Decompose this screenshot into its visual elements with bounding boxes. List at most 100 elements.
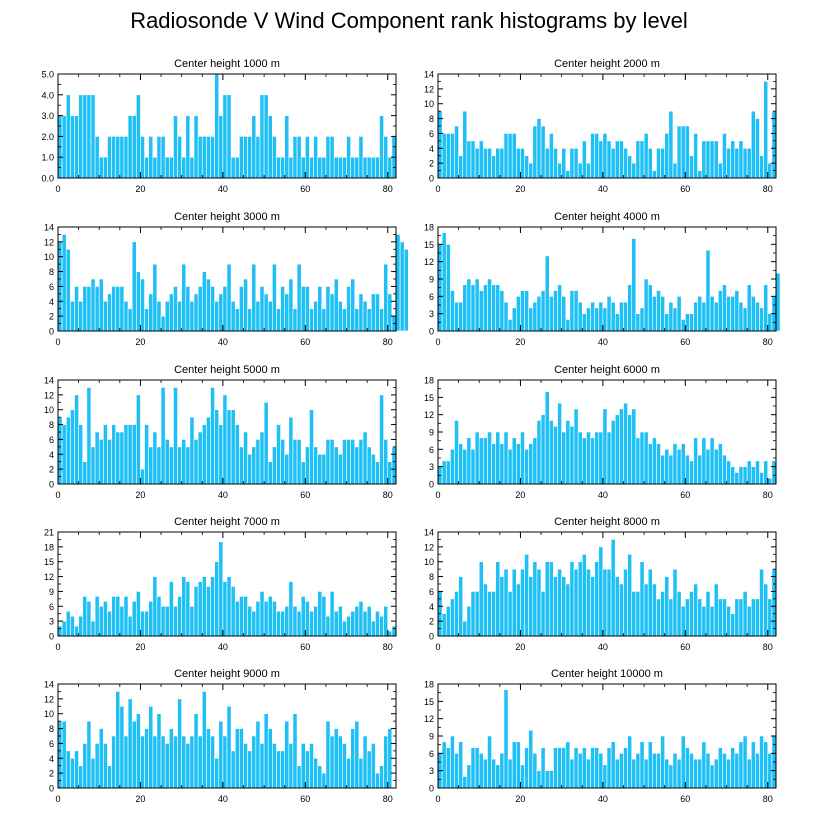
chart-panel-3: Center height 3000 m 0 2 4 6 8 10 12 14 0 20 40 60 80 <box>44 211 409 347</box>
histogram-bar <box>713 140 719 179</box>
histogram-bar <box>218 115 224 179</box>
histogram-bar <box>586 162 591 179</box>
histogram-bar <box>309 156 314 179</box>
histogram-bar <box>685 598 690 637</box>
histogram-bar <box>267 115 273 179</box>
histogram-bar <box>329 136 335 179</box>
histogram-bar <box>189 156 195 179</box>
histogram-bar <box>234 308 240 332</box>
histogram-bar <box>164 605 170 637</box>
histogram-bar <box>383 439 389 485</box>
histogram-bar <box>606 431 612 485</box>
histogram-bar <box>206 278 211 332</box>
histogram-bar <box>750 110 756 179</box>
histogram-bar <box>305 286 310 332</box>
histogram-bar <box>395 234 401 332</box>
histogram-bar <box>78 765 84 789</box>
histogram-bar <box>321 156 327 179</box>
histogram-bar <box>763 583 769 637</box>
histogram-bar <box>685 747 690 789</box>
y-tick-label: 6 <box>429 749 434 759</box>
histogram-bar <box>251 610 257 637</box>
y-tick-label: 2 <box>49 312 54 322</box>
histogram-bar <box>701 140 707 179</box>
histogram-bar <box>462 449 468 485</box>
histogram-bar <box>181 156 187 179</box>
histogram-bar <box>676 125 682 179</box>
chart-title: Center height 10000 m <box>551 668 663 680</box>
histogram-bar <box>201 271 207 332</box>
histogram-bar <box>581 747 587 789</box>
x-tick-label: 80 <box>763 337 773 347</box>
histogram-bar <box>639 741 645 789</box>
histogram-bar <box>342 743 347 789</box>
histogram-bar <box>619 408 624 485</box>
histogram-bar <box>272 136 277 179</box>
histogram-bar <box>540 747 546 789</box>
histogram-bar <box>536 568 542 637</box>
histogram-bar <box>466 278 472 332</box>
histogram-bar <box>495 284 501 332</box>
histogram-bar <box>590 437 595 485</box>
histogram-bar <box>177 300 182 332</box>
histogram-bar <box>168 293 174 332</box>
histogram-bar <box>483 147 488 179</box>
chart-title: Center height 5000 m <box>174 364 280 376</box>
histogram-bar <box>664 576 670 637</box>
histogram-bar <box>462 776 468 789</box>
histogram-bar <box>346 286 351 332</box>
histogram-bar <box>565 420 571 485</box>
histogram-bar <box>148 446 154 485</box>
histogram-bar <box>610 147 616 179</box>
histogram-bar <box>74 394 79 485</box>
histogram-bar <box>333 156 339 179</box>
histogram-bar <box>337 605 343 637</box>
histogram-bar <box>478 140 484 179</box>
histogram-bar <box>544 147 550 179</box>
histogram-bar <box>243 136 248 179</box>
y-tick-label: 6 <box>49 282 54 292</box>
histogram-bar <box>160 387 166 485</box>
histogram-bar <box>652 583 657 637</box>
histogram-bar <box>548 561 554 637</box>
histogram-bar <box>610 301 616 332</box>
y-tick-label: 3 <box>429 462 434 472</box>
histogram-bar <box>569 147 575 179</box>
histogram-bar <box>280 610 286 637</box>
y-tick-label: 12 <box>44 237 54 247</box>
histogram-bar <box>594 133 600 179</box>
histogram-bar <box>383 605 389 637</box>
y-tick-label: 8 <box>49 724 54 734</box>
x-tick-label: 40 <box>598 184 608 194</box>
histogram-bar <box>201 576 207 637</box>
x-tick-label: 20 <box>135 794 145 804</box>
histogram-bar <box>623 147 628 179</box>
histogram-bar <box>726 460 731 485</box>
histogram-bar <box>623 301 628 332</box>
histogram-bar <box>445 244 451 332</box>
histogram-bar <box>218 720 224 789</box>
histogram-bar <box>86 94 92 179</box>
histogram-bar <box>672 568 678 637</box>
histogram-bar <box>230 586 236 637</box>
y-tick-label: 0 <box>49 480 54 490</box>
histogram-bar <box>185 115 191 179</box>
histogram-bar <box>189 605 195 637</box>
x-tick-label: 40 <box>598 642 608 652</box>
histogram-bar <box>503 133 509 179</box>
histogram-bar <box>639 561 645 637</box>
x-tick-label: 20 <box>135 184 145 194</box>
histogram-bar <box>173 387 178 485</box>
histogram-bar <box>193 713 199 789</box>
histogram-bar <box>210 576 215 637</box>
histogram-bar <box>366 446 372 485</box>
histogram-bar <box>57 416 63 485</box>
x-tick-label: 0 <box>435 337 440 347</box>
histogram-bar <box>520 568 525 637</box>
histogram-bar <box>321 596 327 637</box>
histogram-bar <box>193 115 199 179</box>
histogram-bar <box>705 140 711 179</box>
histogram-bar <box>156 446 162 485</box>
histogram-bar <box>726 147 731 179</box>
histogram-bar <box>267 461 273 485</box>
